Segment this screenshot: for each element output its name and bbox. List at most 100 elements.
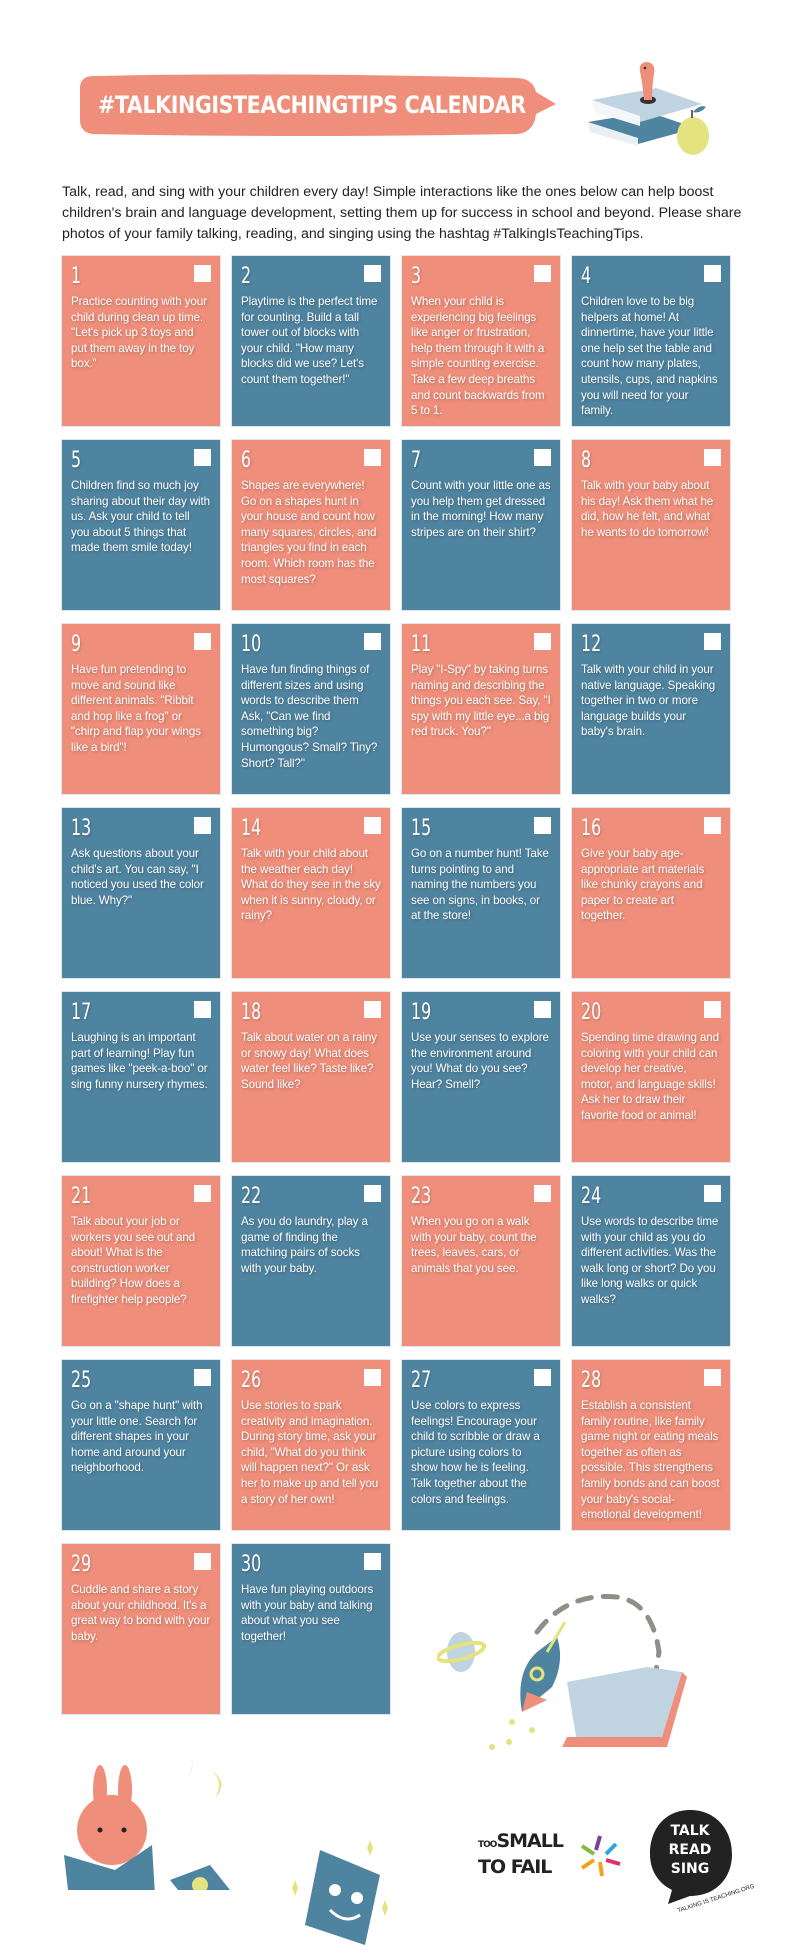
day-number: 29	[71, 1552, 92, 1577]
day-tip-text: Talk with your child about the weather e…	[241, 847, 381, 923]
day-number: 2	[241, 264, 252, 289]
rocket-book-illustration	[437, 1593, 687, 1750]
logo-text: SING	[670, 1861, 710, 1877]
day-checkbox[interactable]	[194, 817, 211, 834]
day-tip-text: Children love to be big helpers at home!…	[581, 295, 718, 418]
day-card: 29 Cuddle and share a story about your ch…	[61, 1543, 221, 1715]
day-checkbox[interactable]	[194, 1001, 211, 1018]
day-card: 9 Have fun pretending to move and sound l…	[61, 623, 221, 795]
day-checkbox[interactable]	[194, 1369, 211, 1386]
day-number: 13	[71, 816, 92, 841]
day-checkbox[interactable]	[364, 449, 381, 466]
day-card: 7 Count with your little one as you help …	[401, 439, 561, 611]
day-number: 25	[71, 1368, 92, 1393]
day-checkbox[interactable]	[364, 1001, 381, 1018]
day-card: 15 Go on a number hunt! Take turns pointi…	[401, 807, 561, 979]
day-card: 28 Establish a consistent family routine,…	[571, 1359, 731, 1531]
day-checkbox[interactable]	[364, 1553, 381, 1570]
day-number: 12	[581, 632, 602, 657]
day-card: 2 Playtime is the perfect time for counti…	[231, 255, 391, 427]
title-banner: #TALKINGISTEACHINGTIPS CALENDAR	[78, 74, 558, 136]
day-card: 27 Use colors to express feelings! Encour…	[401, 1359, 561, 1531]
day-number: 17	[71, 1000, 92, 1025]
talk-read-sing-logo: TALK READ SING TALKING IS TEACHING.ORG	[646, 1808, 755, 1914]
day-checkbox[interactable]	[534, 817, 551, 834]
day-checkbox[interactable]	[364, 265, 381, 282]
smiling-book-illustration	[292, 1840, 388, 1945]
day-checkbox[interactable]	[364, 1185, 381, 1202]
day-tip-text: Use stories to spark creativity and imag…	[241, 1399, 379, 1506]
day-checkbox[interactable]	[534, 1369, 551, 1386]
day-tip-text: Laughing is an important part of learnin…	[71, 1031, 208, 1091]
day-number: 9	[71, 632, 82, 657]
people-star-icon	[580, 1835, 621, 1877]
speech-bubble-icon	[650, 1810, 732, 1904]
books-worm-apple-illustration	[588, 62, 709, 155]
day-number: 1	[71, 264, 82, 289]
day-card: 16 Give your baby age-appropriate art mat…	[571, 807, 731, 979]
day-checkbox[interactable]	[534, 1001, 551, 1018]
day-checkbox[interactable]	[534, 1185, 551, 1202]
day-number: 22	[241, 1184, 262, 1209]
day-checkbox[interactable]	[704, 1185, 721, 1202]
bunny-reading-illustration	[64, 1760, 230, 1890]
day-tip-text: Go on a number hunt! Take turns pointing…	[411, 847, 549, 923]
day-number: 27	[411, 1368, 432, 1393]
day-checkbox[interactable]	[364, 1369, 381, 1386]
day-number: 4	[581, 264, 592, 289]
day-checkbox[interactable]	[194, 1185, 211, 1202]
day-number: 15	[411, 816, 432, 841]
page-title: #TALKINGISTEACHINGTIPS CALENDAR	[98, 91, 526, 119]
day-tip-text: As you do laundry, play a game of findin…	[241, 1215, 368, 1275]
day-tip-text: Establish a consistent family routine, l…	[581, 1399, 720, 1522]
day-checkbox[interactable]	[194, 633, 211, 650]
day-card: 6 Shapes are everywhere! Go on a shapes h…	[231, 439, 391, 611]
day-number: 5	[71, 448, 82, 473]
day-checkbox[interactable]	[534, 449, 551, 466]
day-checkbox[interactable]	[194, 1553, 211, 1570]
day-number: 8	[581, 448, 592, 473]
day-card: 19 Use your senses to explore the environ…	[401, 991, 561, 1163]
day-checkbox[interactable]	[704, 265, 721, 282]
day-tip-text: Talk about your job or workers you see o…	[71, 1215, 196, 1306]
logo-text: TALK	[670, 1823, 710, 1839]
day-checkbox[interactable]	[704, 1001, 721, 1018]
day-number: 18	[241, 1000, 262, 1025]
day-checkbox[interactable]	[194, 449, 211, 466]
day-tip-text: When your child is experiencing big feel…	[411, 295, 545, 418]
day-card: 11 Play "I-Spy" by taking turns naming an…	[401, 623, 561, 795]
day-checkbox[interactable]	[364, 817, 381, 834]
day-checkbox[interactable]	[534, 633, 551, 650]
day-tip-text: Use words to describe time with your chi…	[581, 1215, 719, 1306]
day-number: 11	[411, 632, 432, 657]
day-tip-text: Go on a "shape hunt" with your little on…	[71, 1399, 203, 1475]
day-checkbox[interactable]	[704, 817, 721, 834]
day-card: 24 Use words to describe time with your c…	[571, 1175, 731, 1347]
day-card: 13 Ask questions about your child's art. …	[61, 807, 221, 979]
day-tip-text: Have fun playing outdoors with your baby…	[241, 1583, 374, 1643]
day-tip-text: Count with your little one as you help t…	[411, 479, 551, 539]
day-number: 3	[411, 264, 422, 289]
day-card: 3 When your child is experiencing big fee…	[401, 255, 561, 427]
day-card: 25 Go on a "shape hunt" with your little …	[61, 1359, 221, 1531]
day-number: 21	[71, 1184, 92, 1209]
day-checkbox[interactable]	[194, 265, 211, 282]
day-tip-text: Spending time drawing and coloring with …	[581, 1031, 720, 1122]
day-tip-text: Children find so much joy sharing about …	[71, 479, 210, 555]
speech-bubble-shape	[80, 74, 556, 136]
logo-text: SMALL	[496, 1830, 564, 1852]
day-checkbox[interactable]	[704, 1369, 721, 1386]
day-tip-text: Use colors to express feelings! Encourag…	[411, 1399, 540, 1506]
day-checkbox[interactable]	[704, 449, 721, 466]
day-card: 1 Practice counting with your child durin…	[61, 255, 221, 427]
day-tip-text: Use your senses to explore the environme…	[411, 1031, 549, 1091]
logo-text: TO FAIL	[478, 1856, 552, 1878]
day-tip-text: Shapes are everywhere! Go on a shapes hu…	[241, 479, 377, 586]
day-card: 20 Spending time drawing and coloring wit…	[571, 991, 731, 1163]
day-checkbox[interactable]	[534, 265, 551, 282]
day-checkbox[interactable]	[704, 633, 721, 650]
day-card: 4 Children love to be big helpers at home…	[571, 255, 731, 427]
day-number: 10	[241, 632, 262, 657]
day-checkbox[interactable]	[364, 633, 381, 650]
day-tip-text: Talk with your child in your native lang…	[581, 663, 716, 739]
